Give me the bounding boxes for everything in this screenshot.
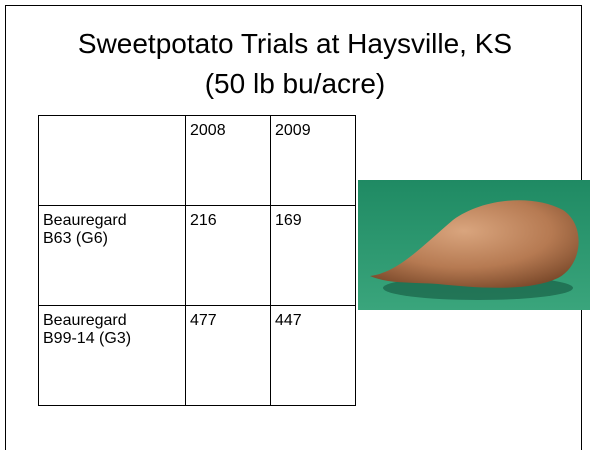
value-cell: 477 — [185, 305, 271, 406]
value-cell: 216 — [185, 205, 271, 306]
table-row: Beauregard B99-14 (G3) 477 447 — [38, 305, 356, 406]
table-row: Beauregard B63 (G6) 216 169 — [38, 205, 356, 306]
corner-cell — [38, 115, 186, 206]
column-header: 2008 — [185, 115, 271, 206]
row-label: Beauregard B63 (G6) — [38, 205, 186, 306]
column-header: 2009 — [270, 115, 356, 206]
value-cell: 447 — [270, 305, 356, 406]
data-table: 2008 2009 Beauregard B63 (G6) 216 169 Beaur… — [38, 115, 356, 406]
title-line: Sweetpotato Trials at Haysville, KS — [77, 28, 513, 59]
header-row: 2008 2009 — [38, 115, 356, 206]
sweetpotato-photo — [358, 180, 590, 310]
title-line: (50 lb bu/acre) — [204, 68, 386, 99]
value-cell: 169 — [270, 205, 356, 306]
table-body: 2008 2009 Beauregard B63 (G6) 216 169 Beaur… — [38, 115, 356, 406]
row-label: Beauregard B99-14 (G3) — [38, 305, 186, 406]
